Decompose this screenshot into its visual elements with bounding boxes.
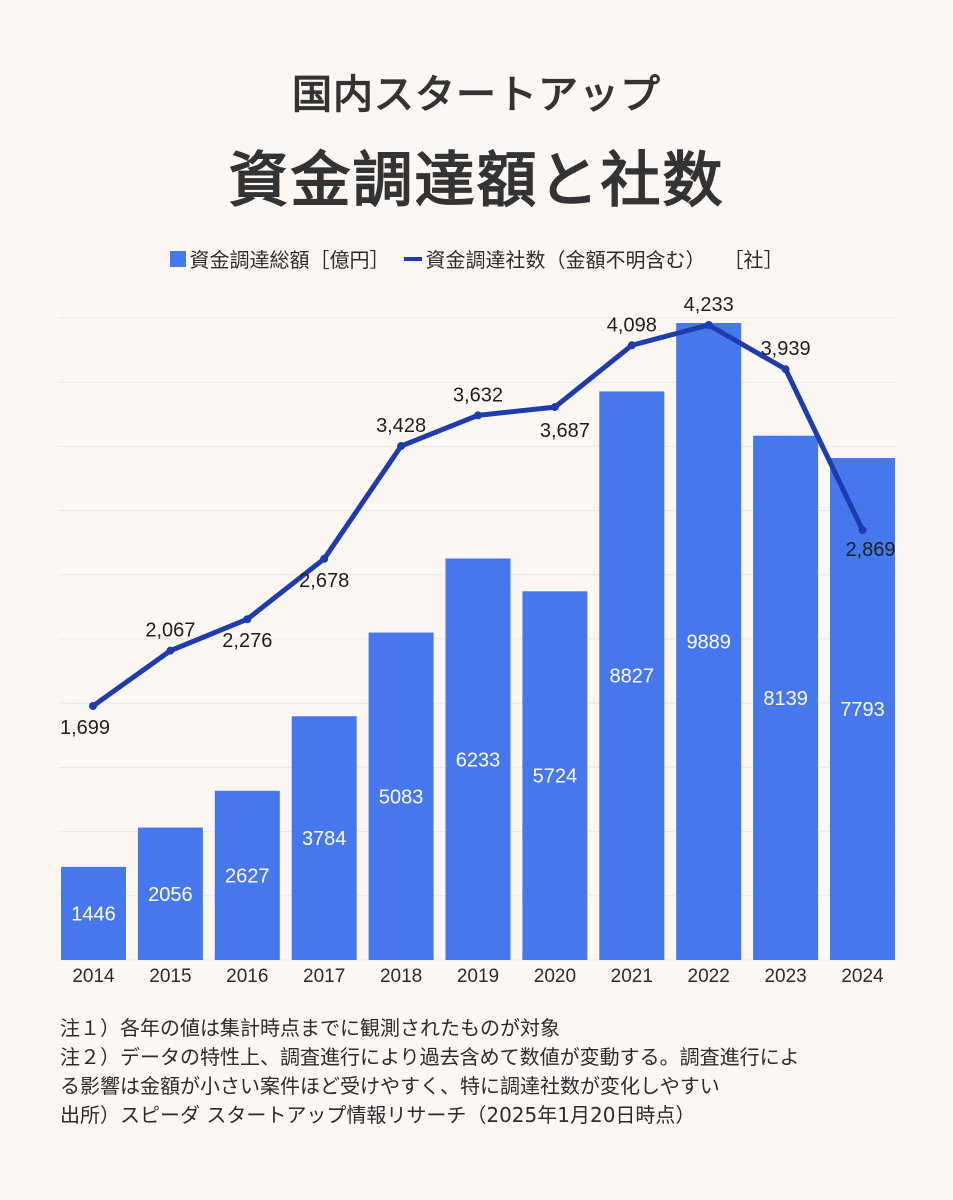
- bar-2017: [291, 716, 357, 960]
- x-tick-2022: 2022: [688, 966, 730, 987]
- bar-2020: [522, 591, 588, 960]
- bar-label-2020: 5724: [533, 766, 578, 788]
- bar-2014: [61, 866, 126, 960]
- line-label-2018: 3,428: [376, 415, 426, 437]
- bar-2024: [830, 458, 895, 960]
- note-2: 注２）データの特性上、調査進行により過去含めて数値が変動する。調査進行によ: [60, 1045, 800, 1069]
- bar-value-labels: 1446 2056 2627 3784 5083 6233 5724 8827 9889 8139…: [71, 632, 885, 926]
- x-tick-2015: 2015: [149, 966, 191, 987]
- legend-item-bar: 資金調達総額［億円］: [169, 244, 390, 273]
- bar-2016: [214, 790, 280, 960]
- legend-label-line: 資金調達社数（金額不明含む）: [425, 248, 706, 272]
- x-tick-2023: 2023: [764, 966, 806, 987]
- line-label-2014: 1,699: [60, 717, 110, 739]
- bar-label-2015: 2056: [148, 884, 193, 906]
- x-tick-2024: 2024: [841, 966, 884, 987]
- x-tick-2017: 2017: [303, 966, 345, 987]
- line-label-2019: 3,632: [453, 384, 503, 406]
- line-point-2020: [550, 403, 559, 412]
- bar-label-2014: 1446: [71, 903, 116, 925]
- bar-label-2022: 9889: [686, 632, 731, 654]
- bar-2019: [445, 558, 511, 960]
- line-point-2017: [320, 554, 329, 563]
- line-label-2023: 3,939: [761, 338, 811, 360]
- bar-label-2024: 7793: [840, 699, 885, 721]
- bar-2015: [137, 827, 203, 960]
- chart-title-line1: 国内スタートアップ: [292, 72, 661, 118]
- note-2-continued: る影響は金額が小さい案件ほど受けやすく、特に調達社数が変化しやすい: [60, 1074, 720, 1098]
- source-note: 出所）スピーダ スタートアップ情報リサーチ（2025年1月20日時点）: [60, 1103, 696, 1127]
- legend-item-line: 資金調達社数（金額不明含む） ［社］: [390, 244, 784, 273]
- chart-title-line2: 資金調達額と社数: [228, 146, 725, 216]
- line-point-2022: [704, 321, 713, 329]
- x-tick-2016: 2016: [226, 966, 268, 987]
- x-axis: 2014 2015 2016 2017 2018 2019 2020 2021 2022 2023…: [72, 966, 884, 987]
- x-tick-2019: 2019: [457, 966, 499, 987]
- line-point-2015: [166, 646, 175, 655]
- line-label-2017: 2,678: [299, 570, 349, 592]
- bar-label-2021: 8827: [610, 666, 655, 688]
- line-label-2022: 4,233: [684, 294, 734, 316]
- bar-2023: [753, 435, 819, 960]
- x-tick-2020: 2020: [534, 966, 576, 987]
- line-point-2019: [474, 411, 482, 420]
- line-point-2023: [781, 365, 790, 374]
- legend-unit-line: ［社］: [723, 248, 784, 272]
- bar-2018: [368, 632, 434, 960]
- line-value-labels: 1,699 2,067 2,276 2,678 3,428 3,632 3,687 4,098…: [60, 294, 896, 739]
- x-tick-2014: 2014: [72, 966, 115, 987]
- bar-label-2023: 8139: [763, 688, 808, 710]
- x-tick-2018: 2018: [380, 966, 422, 987]
- line-label-2024: 2,869: [845, 539, 895, 561]
- bar-label-2018: 5083: [379, 786, 424, 808]
- line-point-2024: [858, 526, 867, 535]
- bar-series: [61, 323, 895, 961]
- line-point-2018: [397, 442, 406, 451]
- legend-label-bar: 資金調達総額［億円］: [189, 248, 390, 272]
- bar-label-2016: 2627: [225, 865, 270, 887]
- chart-canvas: 1446 2056 2627 3784 5083 6233 5724 8827 9889 8139…: [58, 294, 896, 987]
- line-label-2021: 4,098: [607, 314, 657, 336]
- line-point-2021: [627, 341, 636, 350]
- legend-swatch-bar: [169, 250, 186, 267]
- line-label-2020: 3,687: [540, 420, 590, 442]
- line-label-2015: 2,067: [145, 620, 195, 642]
- chart-legend: 資金調達総額［億円］ 資金調達社数（金額不明含む） ［社］: [0, 244, 953, 273]
- bar-label-2017: 3784: [302, 828, 347, 850]
- line-label-2016: 2,276: [222, 630, 272, 652]
- note-1: 注１）各年の値は集計時点までに観測されたものが対象: [60, 1016, 560, 1040]
- line-point-2014: [89, 702, 97, 710]
- chart-notes: 注１）各年の値は集計時点までに観測されたものが対象 注２）データの特性上、調査進…: [60, 1014, 940, 1130]
- bar-2022: [676, 323, 742, 960]
- bar-2021: [599, 391, 665, 961]
- x-tick-2021: 2021: [611, 966, 653, 987]
- line-series: [89, 321, 867, 710]
- legend-swatch-line: [403, 256, 422, 261]
- bar-label-2019: 6233: [456, 749, 501, 771]
- line-point-2016: [243, 615, 252, 624]
